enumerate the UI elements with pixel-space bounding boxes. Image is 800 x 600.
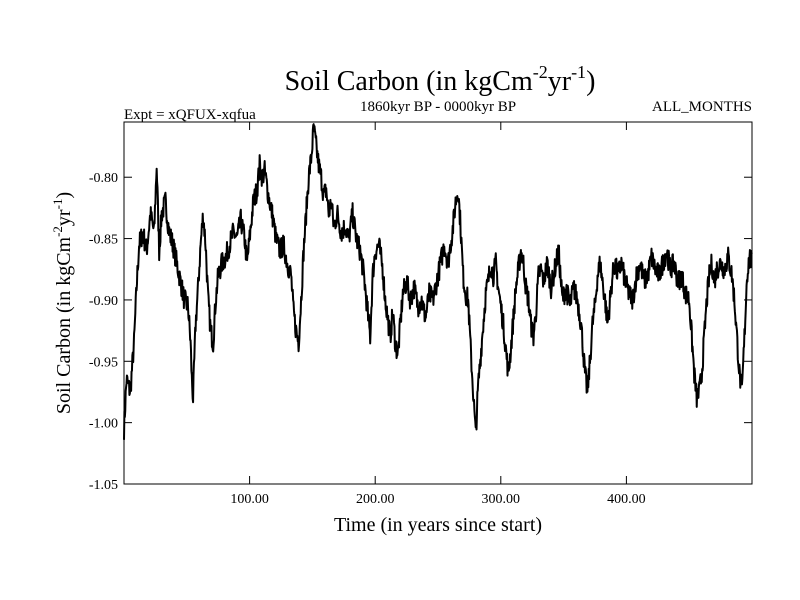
y-axis-label-sup1: -2 <box>50 226 65 237</box>
x-axis-label: Time (in years since start) <box>334 514 542 536</box>
x-axis: 100.00 200.00 300.00 400.00 <box>230 122 646 507</box>
x-tick-label: 300.00 <box>482 492 521 507</box>
y-axis-label-prefix: Soil Carbon (in kgCm <box>53 236 75 414</box>
subtitle-period: 1860kyr BP - 0000kyr BP <box>360 99 516 115</box>
y-axis: -1.05 -1.00 -0.95 -0.90 -0.85 -0.80 <box>89 171 752 493</box>
y-axis-label-mid: yr <box>53 209 75 226</box>
y-axis-label: Soil Carbon (in kgCm-2yr-1) <box>50 192 75 414</box>
x-tick-label: 100.00 <box>230 492 269 507</box>
chart-title-suffix: ) <box>586 66 595 97</box>
subtitle-months: ALL_MONTHS <box>652 99 752 115</box>
y-tick-label: -1.00 <box>89 417 118 432</box>
y-axis-label-suffix: ) <box>53 192 75 199</box>
chart-title-sup1: -2 <box>533 62 548 82</box>
x-tick-label: 200.00 <box>356 492 395 507</box>
chart-title-mid: yr <box>548 66 572 97</box>
y-tick-label: -0.90 <box>89 294 118 309</box>
y-tick-label: -0.95 <box>89 355 118 370</box>
y-tick-label: -0.85 <box>89 233 118 248</box>
plot-frame <box>123 121 753 485</box>
chart-title: Soil Carbon (in kgCm-2yr-1) <box>285 62 596 97</box>
subtitle-expt: Expt = xQFUX-xqfua <box>124 107 256 123</box>
chart-title-sup2: -1 <box>571 62 586 82</box>
chart-title-prefix: Soil Carbon (in kgCm <box>285 66 533 97</box>
x-tick-label: 400.00 <box>607 492 646 507</box>
y-tick-label: -0.80 <box>89 171 118 186</box>
series-line-soil-carbon <box>123 123 753 440</box>
y-tick-label: -1.05 <box>89 478 118 493</box>
y-axis-label-sup2: -1 <box>50 199 65 210</box>
